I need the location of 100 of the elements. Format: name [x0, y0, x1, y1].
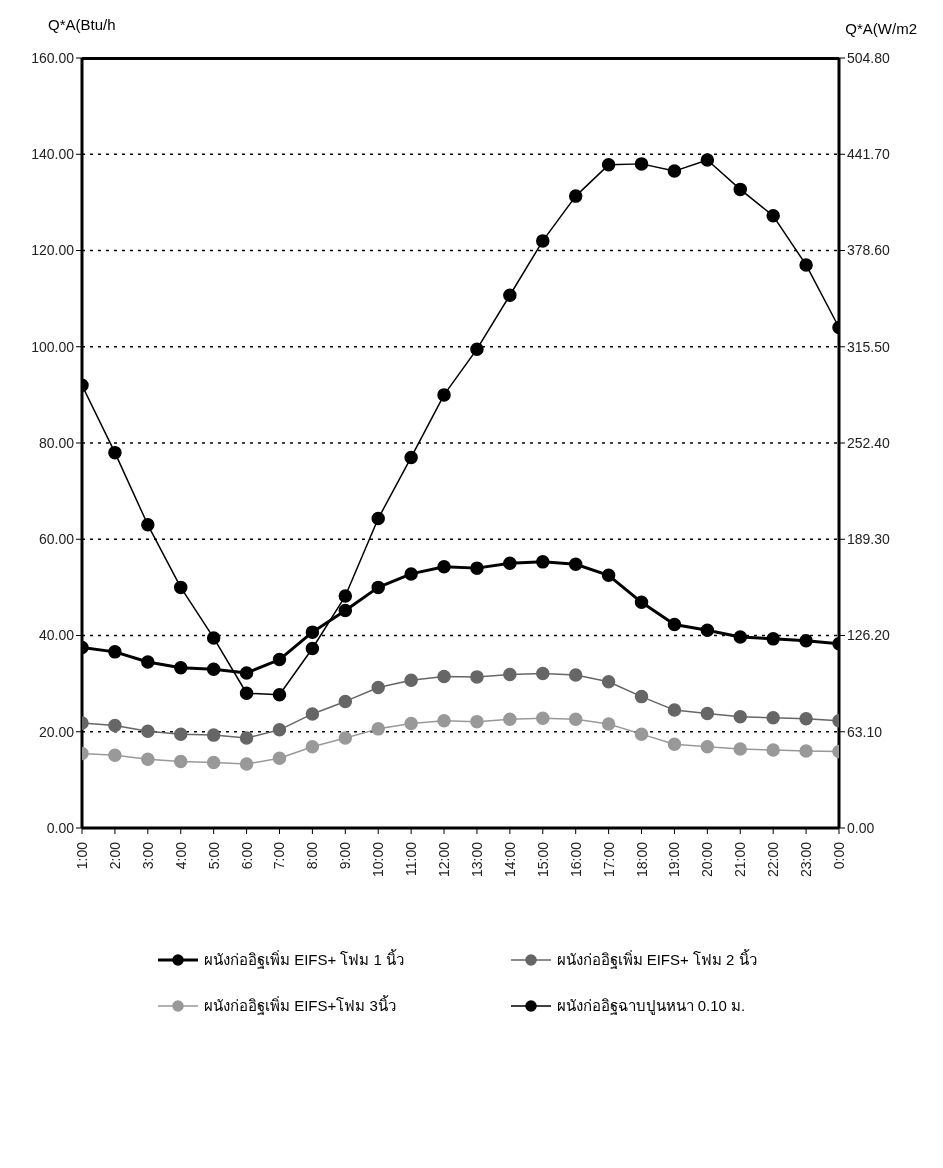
y-tick-label: 100.00 [31, 338, 75, 355]
point [601, 717, 616, 731]
point [141, 724, 155, 739]
point [766, 632, 780, 646]
point [206, 631, 221, 645]
x-tick-label: 8:00 [304, 841, 321, 870]
point [700, 706, 715, 721]
x-tick-label: 16:00 [567, 841, 584, 878]
point [173, 727, 188, 741]
point [503, 288, 517, 303]
point [108, 748, 122, 763]
point [404, 673, 418, 688]
point [766, 209, 780, 223]
point [634, 157, 649, 171]
point [272, 723, 287, 737]
x-tick-label: 4:00 [172, 841, 189, 870]
point [568, 668, 583, 682]
point [634, 689, 649, 704]
point [371, 511, 385, 526]
point [700, 623, 715, 637]
point [173, 660, 188, 675]
point [568, 712, 583, 726]
point [305, 739, 320, 754]
point [634, 595, 649, 610]
point [206, 662, 221, 676]
point [799, 258, 813, 272]
point [338, 731, 353, 745]
point [173, 580, 188, 595]
y-tick-label: 40.00 [38, 627, 75, 644]
y-axis-title: Q*A(Btu/h [48, 16, 116, 33]
point [601, 158, 616, 172]
point [437, 669, 451, 684]
y2-tick-label: 504.80 [847, 49, 891, 66]
point [338, 694, 353, 709]
point [733, 742, 748, 756]
point [239, 666, 254, 680]
y-tick-label: 0.00 [46, 819, 75, 836]
point [437, 713, 451, 728]
point [601, 674, 616, 689]
x-tick-label: 18:00 [633, 841, 650, 878]
point [141, 655, 155, 669]
point [272, 751, 287, 765]
y2-tick-label: 63.10 [847, 723, 883, 740]
x-tick-label: 1:00 [74, 841, 90, 870]
point [371, 722, 385, 736]
point [634, 727, 649, 741]
point [700, 153, 715, 167]
point [536, 666, 550, 681]
x-tick-label: 2:00 [106, 841, 123, 870]
point [404, 716, 418, 731]
point [305, 641, 320, 656]
x-tick-label: 17:00 [600, 841, 617, 878]
y-tick-label: 140.00 [31, 146, 75, 163]
x-tick-label: 0:00 [831, 841, 847, 870]
point [206, 755, 221, 770]
y2-axis-title: Q*A(W/m2 [845, 20, 917, 37]
point [766, 743, 780, 757]
point [667, 164, 682, 178]
point [272, 687, 287, 702]
point [799, 744, 813, 758]
point [371, 580, 385, 595]
point [404, 450, 418, 465]
point [108, 718, 122, 733]
point [338, 603, 353, 618]
point [568, 557, 583, 572]
legend-label: ผนังก่ออิฐเพิ่ม EIFS+ โฟม 1 นิ้ว [204, 948, 405, 971]
x-tick-label: 23:00 [798, 841, 815, 878]
y2-tick-label: 441.70 [847, 146, 891, 163]
x-tick-label: 22:00 [765, 841, 782, 878]
point [305, 707, 320, 721]
x-tick-label: 10:00 [370, 841, 387, 878]
y-tick-label: 80.00 [38, 434, 75, 451]
y-tick-label: 20.00 [38, 723, 75, 740]
x-tick-label: 15:00 [534, 841, 551, 878]
x-tick-label: 6:00 [238, 841, 255, 870]
point [536, 234, 550, 248]
y2-tick-label: 0.00 [847, 819, 875, 836]
point [667, 617, 682, 632]
x-tick-label: 14:00 [501, 841, 518, 878]
point [371, 680, 385, 695]
y2-tick-label: 378.60 [847, 242, 891, 259]
point [700, 739, 715, 754]
point [470, 561, 484, 575]
point [338, 589, 353, 603]
point [536, 555, 550, 569]
point [503, 556, 517, 571]
point [799, 712, 813, 726]
point [601, 568, 616, 583]
point [173, 754, 188, 769]
x-tick-label: 5:00 [205, 841, 222, 870]
point [733, 710, 748, 724]
point [568, 189, 583, 203]
point [108, 645, 122, 659]
point [404, 567, 418, 581]
point [437, 388, 451, 402]
point [667, 737, 682, 752]
point [141, 752, 155, 766]
point [239, 731, 254, 745]
point [108, 445, 122, 460]
point [503, 667, 517, 682]
